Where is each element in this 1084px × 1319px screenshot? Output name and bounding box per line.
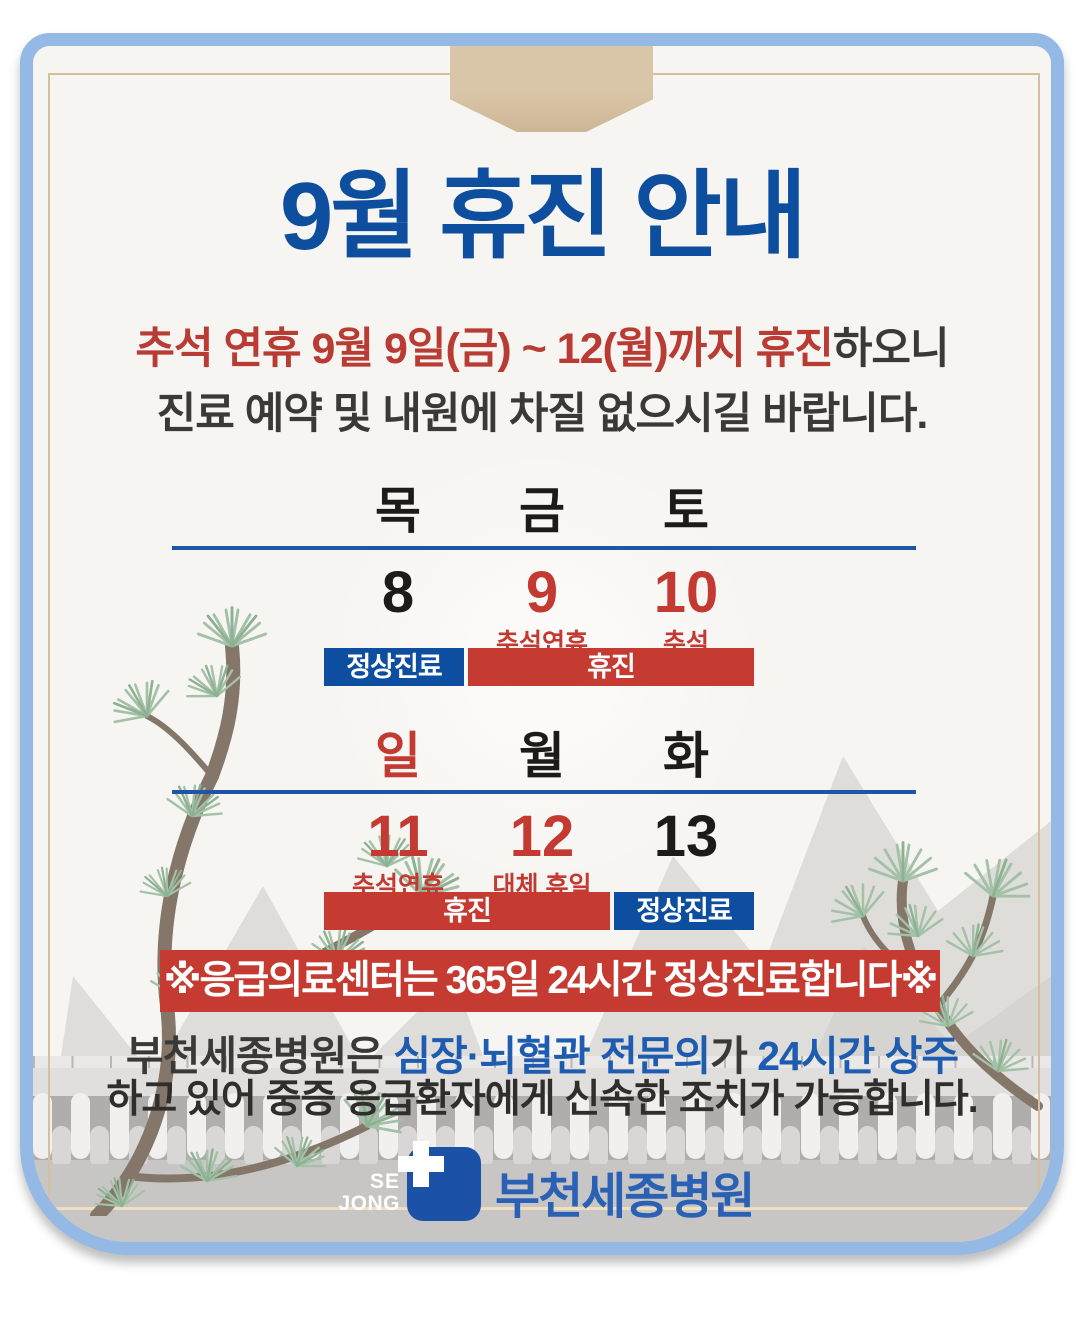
week1-header-thu: 목: [375, 483, 421, 539]
logo-text-se: SE: [369, 1170, 400, 1193]
hospital-name-text: 부천세종병원: [495, 1170, 755, 1224]
week1-header-sat: 토: [663, 483, 709, 539]
week1-date-9: 9: [525, 560, 559, 625]
week2-header-tue: 화: [663, 728, 709, 784]
week2-header-mon: 월: [519, 728, 565, 784]
info-hospital-name: 부천세종병원은: [125, 1033, 394, 1079]
subtitle-line1-rest: 하오니: [832, 325, 950, 373]
page-title: 9월 휴진 안내: [279, 163, 807, 270]
week2-open-bar: 정상진료: [614, 892, 754, 930]
week2-closed-bar: 휴진: [324, 892, 610, 930]
week1-date-10: 10: [653, 560, 719, 625]
roof-tick-band: [33, 1056, 1051, 1068]
week2-divider-line: [172, 790, 916, 794]
poster-card: 9월 휴진 안내 추석 연휴 9월 9일(금) ~ 12(월)까지 휴진하오니 …: [20, 33, 1064, 1255]
subtitle-holiday-range: 추석 연휴 9월 9일(금) ~ 12(월)까지 휴진: [135, 325, 833, 373]
week1-header-fri: 금: [519, 483, 565, 539]
info-24h: 24시간 상주: [757, 1033, 959, 1079]
week1-closed-bar: 휴진: [468, 648, 754, 686]
week2-date-12: 12: [509, 804, 575, 869]
week1-date-8: 8: [381, 560, 415, 625]
info-line1: 부천세종병원은 심장·뇌혈관 전문의가 24시간 상주: [33, 1022, 1051, 1082]
week1-divider-line: [172, 546, 916, 550]
info-specialists: 심장·뇌혈관 전문의: [393, 1033, 711, 1079]
info-connector: 가: [710, 1033, 758, 1079]
emergency-notice-banner: ※응급의료센터는 365일 24시간 정상진료합니다※: [160, 950, 940, 1012]
week1-open-bar: 정상진료: [324, 648, 464, 686]
week2-header-sun: 일: [375, 728, 421, 784]
roof-gold-line: [33, 1207, 1051, 1210]
subtitle-line2: 진료 예약 및 내원에 차질 없으시길 바랍니다.: [156, 390, 929, 438]
roof-tile-row-front: [33, 1093, 1051, 1159]
logo-text-jong: JONG: [338, 1192, 400, 1215]
roof-light-band: [33, 1068, 1051, 1096]
week2-date-13: 13: [653, 804, 719, 869]
medical-cross-icon: [398, 1141, 444, 1187]
subtitle-line1: 추석 연휴 9월 9일(금) ~ 12(월)까지 휴진하오니: [33, 314, 1051, 376]
roof-tiles-decoration: [33, 1056, 1051, 1242]
info-line2: 하고 있어 중증 응급환자에게 신속한 조치가 가능합니다.: [106, 1078, 978, 1121]
week2-date-11: 11: [367, 804, 429, 869]
